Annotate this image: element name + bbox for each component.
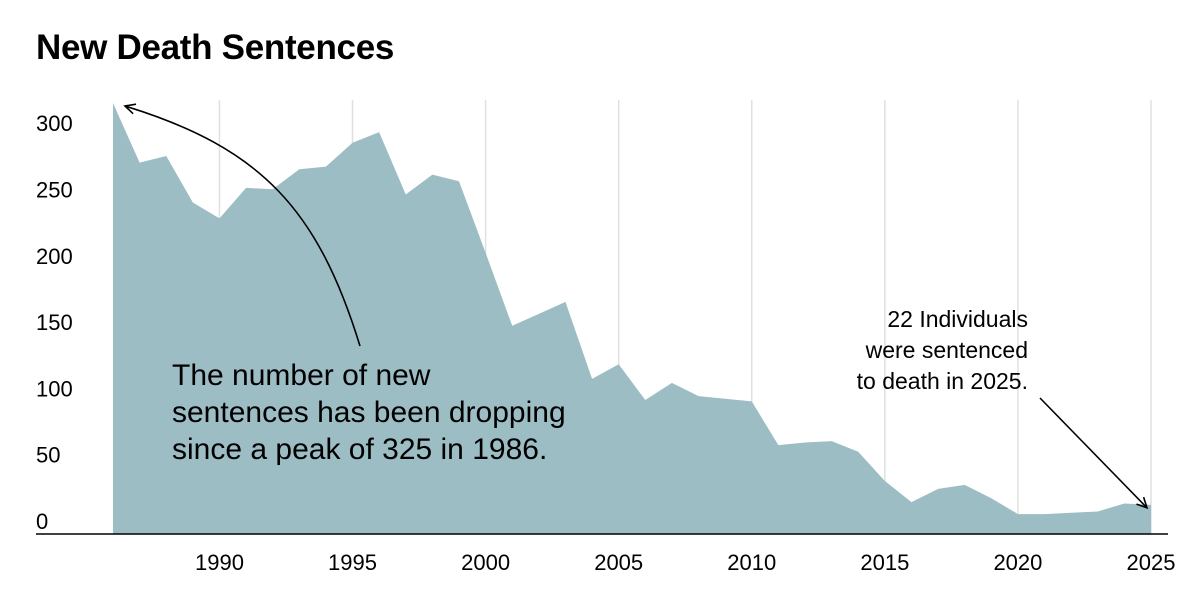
y-tick-label-50: 50 [36, 443, 60, 468]
y-tick-label-200: 200 [36, 244, 73, 269]
x-tick-label-2020: 2020 [993, 550, 1042, 575]
series-area [113, 103, 1151, 534]
annotation-peak-line-3: since a peak of 325 in 1986. [172, 433, 547, 466]
chart-title: New Death Sentences [36, 28, 395, 67]
x-tick-label-2025: 2025 [1127, 550, 1176, 575]
y-tick-label-250: 250 [36, 177, 73, 202]
y-tick-label-150: 150 [36, 310, 73, 335]
annotation-latest-text: 22 Individuals were sentenced to death in … [857, 306, 1028, 394]
y-tick-label-0: 0 [36, 509, 48, 534]
x-tick-label-2015: 2015 [860, 550, 909, 575]
y-tick-label-300: 300 [36, 111, 73, 136]
x-tick-label-2005: 2005 [594, 550, 643, 575]
annotation-peak-text: The number of new sentences has been drop… [172, 359, 566, 466]
annotation-peak-line-2: sentences has been dropping [172, 396, 566, 429]
annotation-latest-line-3: to death in 2025. [857, 368, 1028, 394]
x-tick-label-1995: 1995 [328, 550, 377, 575]
y-tick-label-100: 100 [36, 376, 73, 401]
x-tick-label-2000: 2000 [461, 550, 510, 575]
annotation-peak-line-1: The number of new [172, 359, 431, 392]
annotation-latest-line-2: were sentenced [865, 337, 1028, 363]
x-tick-label-2010: 2010 [727, 550, 776, 575]
annotation-latest-arrow [1039, 397, 1149, 510]
annotation-peak-arrow [123, 103, 361, 347]
x-tick-label-1990: 1990 [195, 550, 244, 575]
annotation-latest-line-1: 22 Individuals [887, 306, 1028, 332]
